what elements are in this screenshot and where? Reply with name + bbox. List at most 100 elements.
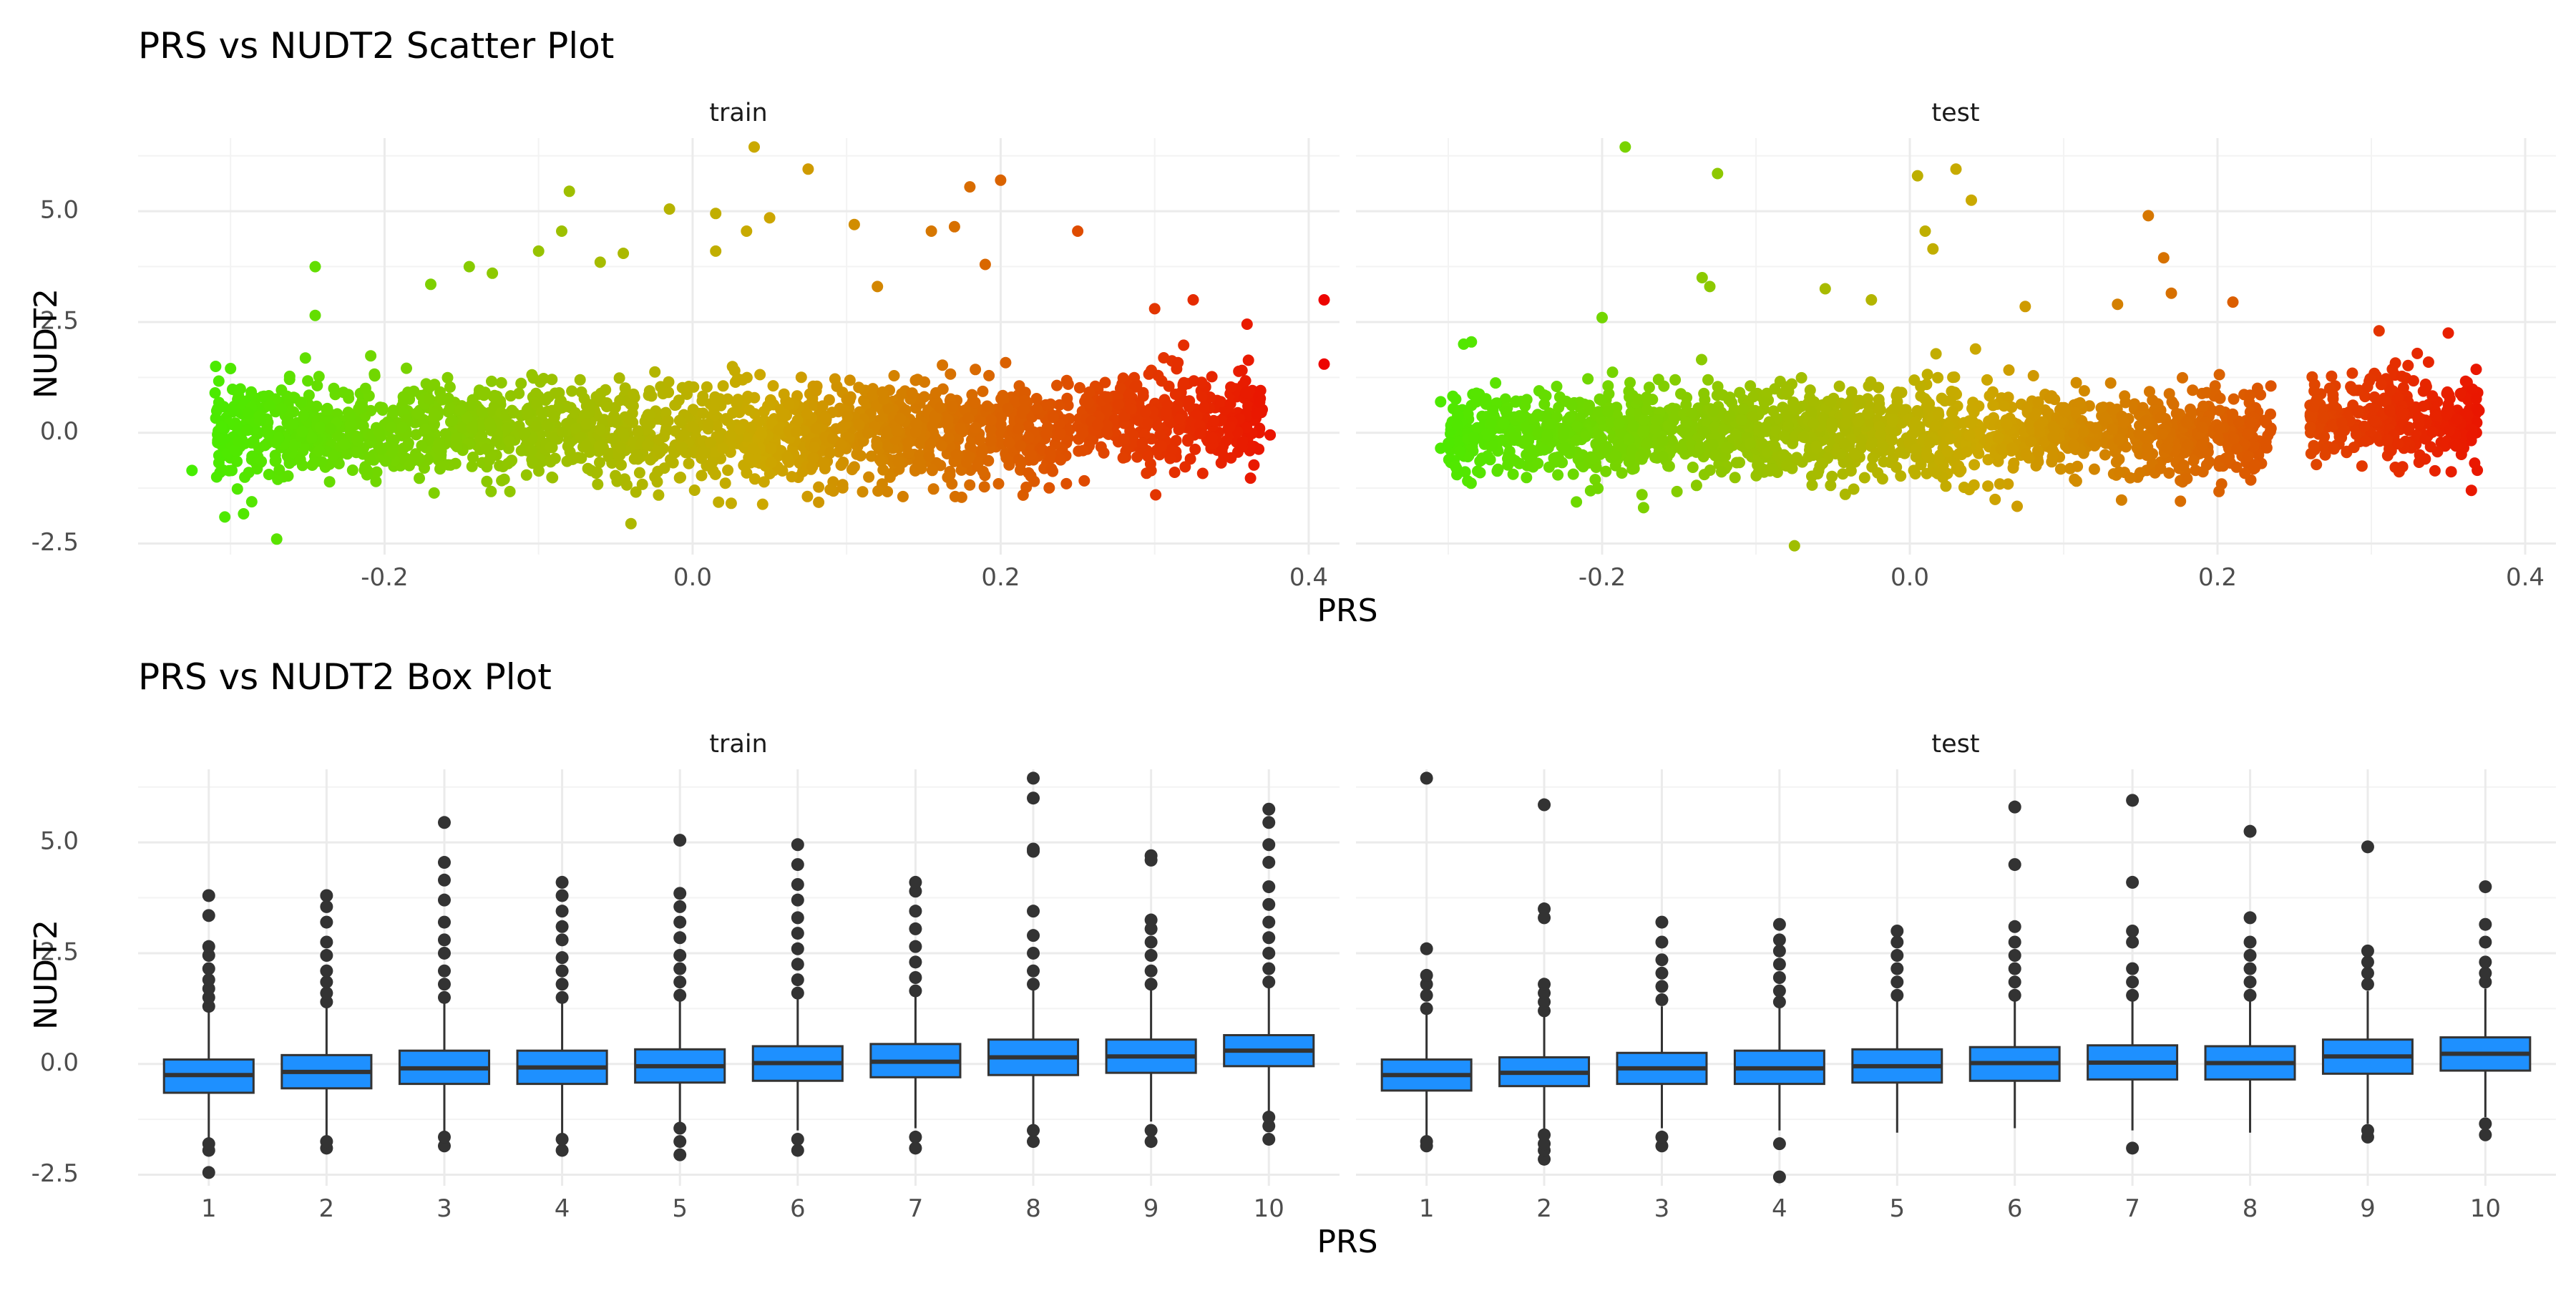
box-outlier (1262, 802, 1276, 816)
box-outlier (2008, 988, 2021, 1002)
scatter-y-axis-title: NUDT2 (28, 288, 64, 399)
scatter-point (371, 466, 383, 478)
scatter-point (1521, 472, 1533, 484)
box-outlier (1027, 946, 1040, 960)
scatter-point (844, 394, 856, 406)
scatter-point (865, 450, 877, 462)
box-outlier (555, 889, 569, 902)
scatter-point (583, 399, 595, 411)
box-outlier (791, 973, 804, 987)
scatter-point (2311, 394, 2323, 406)
scatter-point (444, 402, 456, 414)
scatter-point (1498, 417, 1510, 429)
scatter-point (1641, 391, 1653, 403)
scatter-point (1826, 419, 1838, 432)
scatter-point (1616, 467, 1628, 479)
scatter-train-x-axis: -0.2 0.0 0.2 0.4 (361, 563, 1328, 592)
scatter-point (1919, 225, 1931, 237)
scatter-point (615, 442, 627, 454)
scatter-point (186, 464, 198, 477)
box-outlier (320, 964, 333, 978)
box-outlier (2243, 824, 2257, 838)
scatter-point (1998, 400, 2010, 412)
box-outlier (673, 975, 687, 989)
scatter-point (2054, 463, 2067, 475)
scatter-point (1499, 393, 1511, 405)
box-outlier (909, 905, 922, 918)
scatter-point (1013, 423, 1025, 435)
box-outlier (1027, 842, 1040, 856)
scatter-point (1922, 401, 1934, 413)
box-outlier (909, 955, 922, 969)
box-outlier (320, 900, 333, 913)
scatter-point (1564, 411, 1576, 423)
scatter-point (467, 452, 479, 463)
scatter-point (977, 385, 989, 397)
scatter-point (1172, 356, 1184, 369)
scatter-point (480, 443, 492, 455)
scatter-point (527, 455, 539, 467)
scatter-point (835, 459, 847, 471)
scatter-point (461, 411, 473, 424)
scatter-point (982, 454, 995, 467)
box-outlier (555, 964, 569, 978)
scatter-point (2336, 425, 2348, 437)
scatter-point (948, 220, 960, 233)
box-x-tick-label: 3 (1654, 1194, 1670, 1223)
scatter-point (1485, 418, 1497, 430)
box-outlier (202, 1166, 215, 1179)
scatter-point (478, 389, 490, 401)
scatter-point (1532, 457, 1544, 469)
scatter-point (1435, 442, 1447, 454)
scatter-point (1521, 424, 1533, 436)
scatter-point (600, 401, 613, 413)
scatter-point (1924, 437, 1936, 449)
scatter-point (2034, 419, 2045, 432)
scatter-point (1098, 447, 1110, 459)
scatter-point (854, 449, 867, 462)
scatter-point (569, 406, 581, 419)
scatter-point (778, 388, 790, 400)
scatter-point (644, 409, 656, 421)
scatter-point (572, 452, 584, 464)
scatter-point (1020, 481, 1033, 493)
scatter-point (1963, 429, 1976, 441)
scatter-point (1224, 398, 1236, 410)
scatter-point (2113, 466, 2125, 478)
scatter-point (1635, 449, 1646, 462)
scatter-point (2227, 408, 2239, 420)
scatter-point (927, 483, 940, 495)
scatter-point (1641, 438, 1654, 450)
scatter-point (743, 404, 756, 416)
box-outlier (1538, 995, 1551, 1009)
scatter-point (985, 434, 997, 447)
scatter-point (1482, 429, 1494, 441)
scatter-point (490, 434, 502, 447)
scatter-point (1152, 369, 1164, 381)
scatter-point (1637, 502, 1649, 514)
box-outlier (437, 856, 451, 869)
scatter-point (2326, 370, 2338, 382)
scatter-point (231, 455, 243, 467)
scatter-point (741, 467, 753, 479)
scatter-point (947, 400, 959, 412)
scatter-point (423, 393, 435, 405)
box-outlier (1420, 988, 1433, 1002)
box-x-tick-label: 4 (1772, 1194, 1787, 1223)
scatter-point (1863, 380, 1875, 392)
box-outlier (1144, 964, 1158, 978)
scatter-point (1984, 390, 1996, 402)
scatter-point (1810, 442, 1823, 454)
scatter-point (1927, 243, 1939, 255)
scatter-point (2228, 433, 2240, 445)
scatter-point (242, 424, 254, 437)
scatter-point (1244, 472, 1257, 484)
box-outlier (1144, 1135, 1158, 1149)
scatter-point (270, 533, 283, 545)
scatter-chart: PRS vs NUDT2 Scatter Plot train test -2.… (28, 25, 2556, 629)
scatter-point (914, 438, 927, 450)
scatter-point (619, 382, 631, 394)
scatter-point (1443, 437, 1455, 449)
scatter-test-x-axis: -0.2 0.0 0.2 0.4 (1579, 563, 2545, 592)
box-x-tick-label: 7 (2124, 1194, 2140, 1223)
